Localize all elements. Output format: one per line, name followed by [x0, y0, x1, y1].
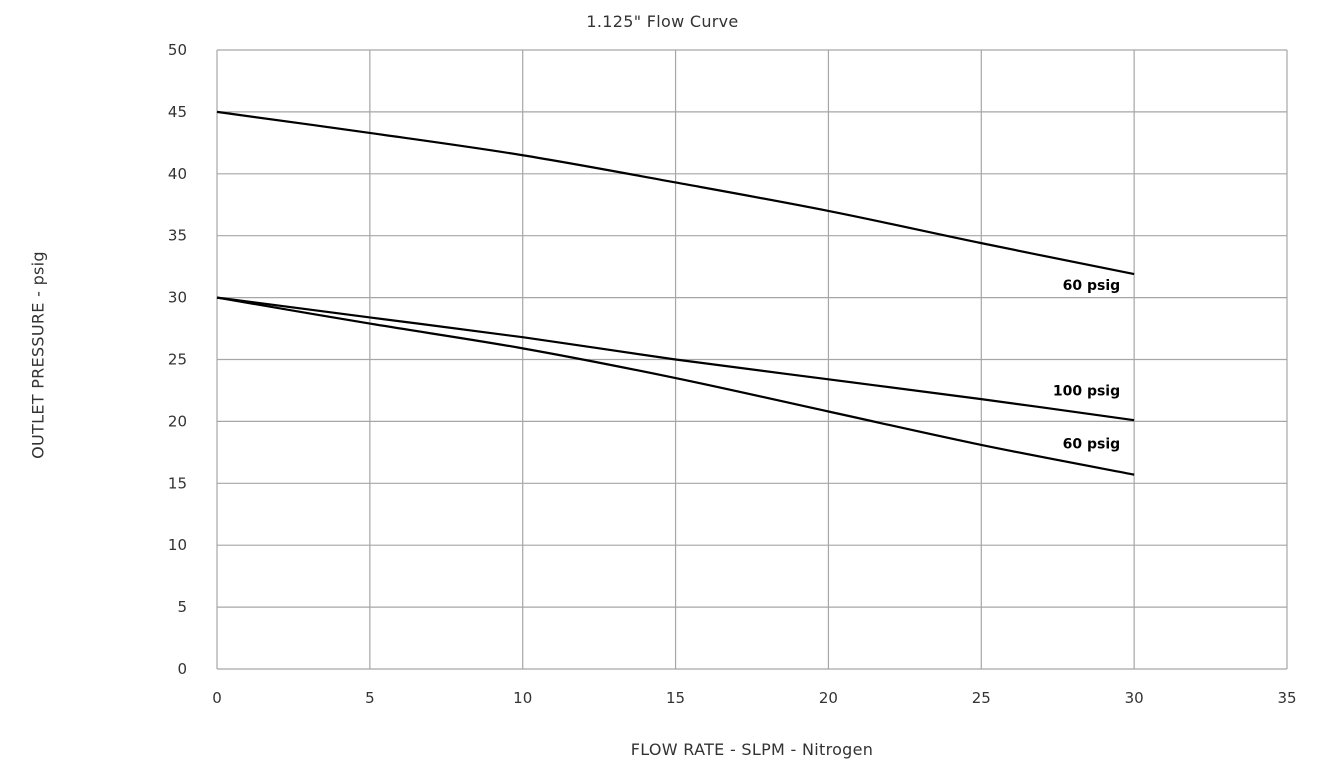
y-axis-label: OUTLET PRESSURE - psig: [28, 251, 48, 459]
x-tick-label: 30: [1125, 689, 1144, 707]
x-tick-label: 5: [365, 689, 375, 707]
y-tick-label: 25: [168, 351, 187, 369]
series-label: 60 psig: [1063, 278, 1121, 294]
x-tick-label: 20: [819, 689, 838, 707]
y-tick-label: 30: [168, 289, 187, 307]
series-label: 100 psig: [1053, 383, 1120, 399]
x-tick-label: 10: [513, 689, 532, 707]
y-tick-label: 0: [177, 660, 187, 678]
x-tick-label: 0: [212, 689, 222, 707]
y-tick-label: 15: [168, 474, 187, 492]
series-line: [216, 296, 1135, 476]
series-label: 60 psig: [1063, 437, 1121, 453]
x-axis-label: FLOW RATE - SLPM - Nitrogen: [630, 740, 874, 759]
series-line: [216, 296, 1135, 422]
tick-layer: 0 5 10 15 20 25 30 35 0 5 10 15 20 25 30 35 40 45 50: [168, 41, 1297, 707]
x-tick-label: 35: [1277, 689, 1296, 707]
grid-layer: [216, 49, 1288, 670]
y-tick-label: 40: [168, 165, 187, 183]
series-layer: [216, 110, 1135, 476]
chart-title: 1.125" Flow Curve: [586, 12, 739, 31]
y-tick-label: 20: [168, 412, 187, 430]
x-tick-label: 15: [666, 689, 685, 707]
series-line: [216, 110, 1135, 276]
y-tick-label: 5: [177, 598, 187, 616]
y-tick-label: 35: [168, 227, 187, 245]
series-label-layer: 60 psig 100 psig 60 psig: [1053, 278, 1120, 452]
x-tick-label: 25: [972, 689, 991, 707]
y-tick-label: 50: [168, 41, 187, 59]
y-tick-label: 10: [168, 536, 187, 554]
y-tick-label: 45: [168, 103, 187, 121]
